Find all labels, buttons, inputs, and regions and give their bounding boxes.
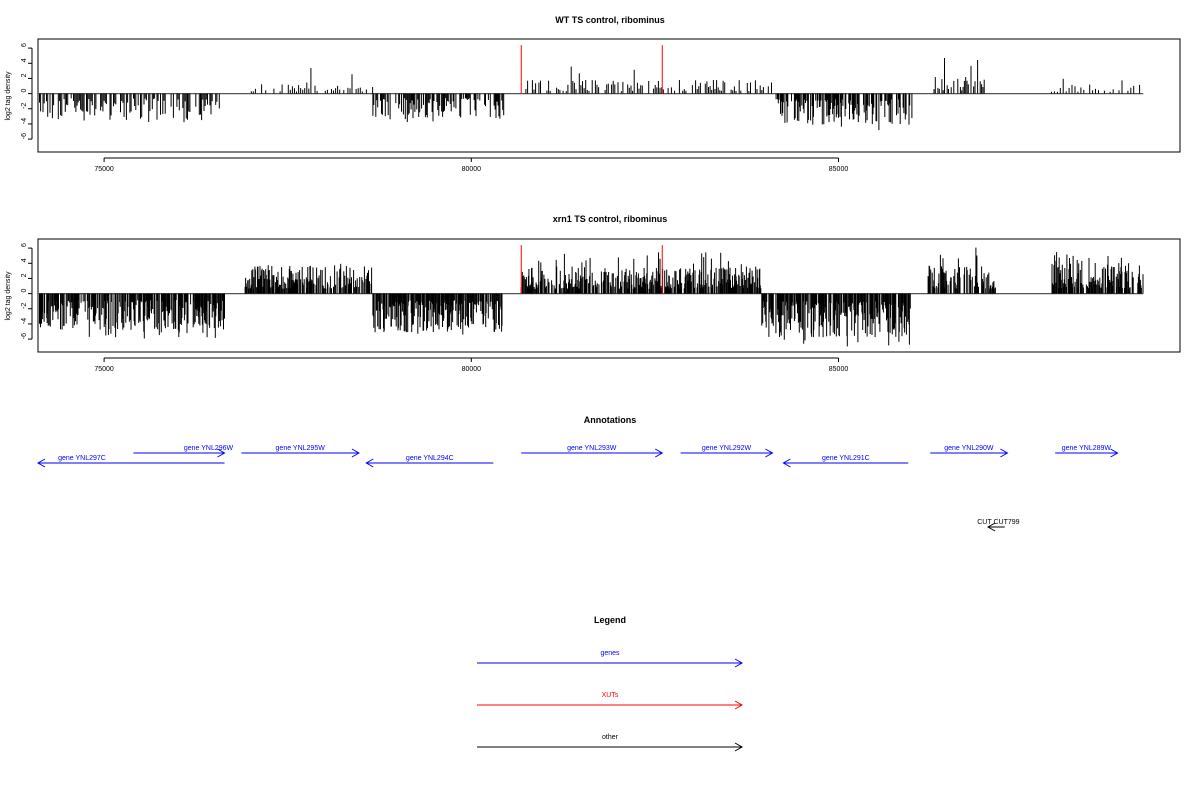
xrn1-bars [38, 245, 1144, 347]
legend-label: XUTs [602, 692, 619, 699]
xrn1-y-axis-label: log2 tag density [5, 271, 12, 321]
gene-label: gene YNL294C [406, 455, 454, 462]
legend-label: other [602, 734, 619, 741]
gene-arrow-arrowhead [1000, 448, 1009, 458]
annotations-title: Annotations [584, 415, 637, 425]
xrn1-y-tick-label: 2 [21, 273, 28, 277]
legend-arrow-arrowhead [734, 658, 744, 668]
wt-x-tick-label: 75000 [94, 166, 114, 173]
legend: Legend genes XUTs other [477, 615, 744, 752]
legend-item-xuts: XUTs [477, 692, 744, 710]
xrn1-x-tick-label: 80000 [462, 366, 482, 373]
xrn1-panel: xrn1 TS control, ribominus log2 tag dens… [5, 214, 1181, 373]
gene-gene-ynl294c: gene YNL294C [365, 455, 494, 468]
gene-gene-ynl290w: gene YNL290W [930, 445, 1009, 458]
gene-label: gene YNL289W [1062, 445, 1112, 452]
gene-arrow-arrowhead [365, 458, 374, 468]
gene-label: gene YNL296W [184, 445, 234, 452]
gene-gene-ynl295w: gene YNL295W [241, 445, 360, 458]
gene-label: gene YNL291C [822, 455, 870, 462]
gene-label: gene YNL297C [58, 455, 106, 462]
legend-label: genes [600, 650, 620, 657]
wt-y-tick-label: 0 [21, 89, 28, 93]
gene-arrow-arrowhead [351, 448, 360, 458]
wt-x-tick-label: 85000 [829, 166, 849, 173]
gene-gene-ynl292w: gene YNL292W [680, 445, 774, 458]
legend-item-genes: genes [477, 650, 744, 668]
xrn1-x-tick-label: 85000 [829, 366, 849, 373]
wt-y-tick-label: -4 [21, 118, 28, 124]
gene-label: gene YNL292W [702, 445, 752, 452]
gene-gene-ynl293w: gene YNL293W [521, 445, 664, 458]
cut-annotation: CUT CUT799 [977, 519, 1020, 532]
wt-panel: WT TS control, ribominus log2 tag densit… [5, 15, 1181, 173]
legend-item-other: other [477, 734, 744, 752]
gene-gene-ynl289w: gene YNL289W [1055, 445, 1119, 458]
wt-y-tick-label: 6 [21, 43, 28, 47]
gene-label: gene YNL293W [567, 445, 617, 452]
wt-y-tick-label: 2 [21, 73, 28, 77]
wt-axes: -6 -4 -2 0 2 4 6 75000 80000 85000 [21, 43, 848, 173]
gene-label: gene YNL295W [276, 445, 326, 452]
xrn1-plot-frame [37, 238, 1181, 353]
gene-arrow-arrowhead [1110, 448, 1119, 458]
gene-arrows: gene YNL297C gene YNL296W gene YNL295W gene… [36, 445, 1119, 532]
gene-arrow-arrowhead [217, 448, 226, 458]
wt-y-axis-label: log2 tag density [5, 71, 12, 121]
wt-x-tick-label: 80000 [462, 166, 482, 173]
wt-y-tick-label: -6 [21, 133, 28, 139]
xrn1-y-tick-label: -4 [21, 318, 28, 324]
gene-arrow-arrowhead [782, 458, 791, 468]
xrn1-panel-title: xrn1 TS control, ribominus [553, 214, 668, 224]
legend-title: Legend [594, 615, 626, 625]
legend-arrow-arrowhead [734, 700, 744, 710]
gene-label: gene YNL290W [944, 445, 994, 452]
xrn1-y-tick-label: -6 [21, 333, 28, 339]
xrn1-y-tick-label: -2 [21, 303, 28, 309]
gene-arrow-arrowhead [654, 448, 664, 458]
wt-y-tick-label: 4 [21, 58, 28, 62]
xrn1-x-tick-label: 75000 [94, 366, 114, 373]
xrn1-y-tick-label: 4 [21, 258, 28, 262]
cut-arrow-arrowhead [987, 522, 996, 532]
gene-arrow-arrowhead [765, 448, 774, 458]
gene-gene-ynl296w: gene YNL296W [133, 445, 234, 458]
legend-items: genes XUTs other [477, 650, 744, 752]
gene-gene-ynl291c: gene YNL291C [782, 455, 909, 468]
wt-bars [38, 45, 1144, 131]
wt-plot-frame [37, 38, 1181, 153]
xrn1-y-tick-label: 6 [21, 243, 28, 247]
wt-y-tick-label: -2 [21, 103, 28, 109]
gene-arrow-arrowhead [36, 458, 46, 468]
wt-panel-title: WT TS control, ribominus [555, 15, 665, 25]
cut-label: CUT CUT799 [977, 519, 1019, 526]
legend-arrow-arrowhead [734, 742, 744, 752]
gene-gene-ynl297c: gene YNL297C [36, 455, 225, 468]
xrn1-axes: -6 -4 -2 0 2 4 6 75000 80000 85000 [21, 243, 848, 373]
xrn1-y-tick-label: 0 [21, 289, 28, 293]
